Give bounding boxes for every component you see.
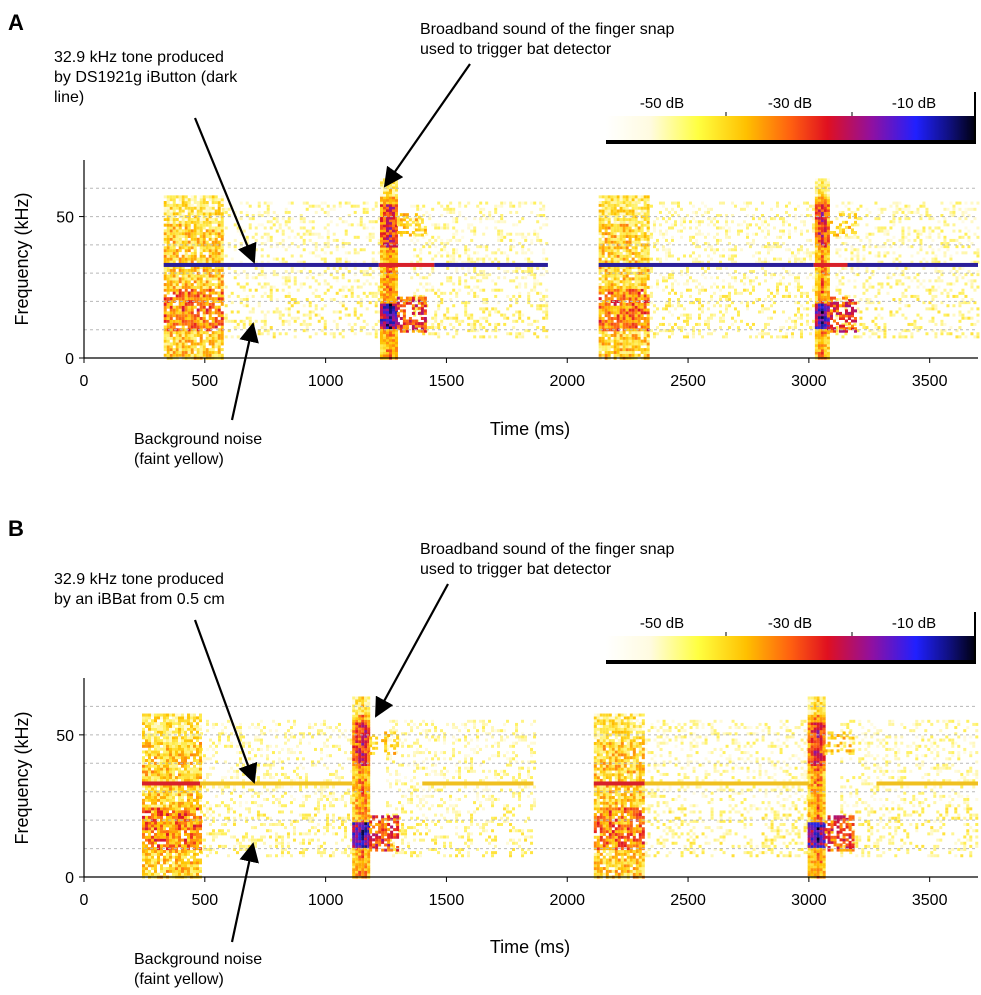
noise-block — [141, 713, 202, 879]
annotation-arrow — [230, 842, 259, 943]
annotation-text-line: Broadband sound of the finger snap — [420, 541, 675, 558]
faint-noise-region — [221, 201, 381, 339]
annotation-arrow — [375, 583, 449, 718]
colorbar-gradient — [606, 116, 975, 140]
spectrogram-area-b — [141, 696, 979, 879]
annotation-text-line: by an iBBat from 0.5 cm — [54, 591, 225, 608]
annotation-text-line: used to trigger bat detector — [420, 41, 612, 58]
annotation-arrow — [383, 63, 471, 188]
y-tick-label: 50 — [56, 728, 74, 745]
annotations-a: 32.9 kHz tone produced by DS1921g iButton… — [54, 21, 675, 468]
tone-line-segment — [593, 781, 645, 786]
colorbar-tick-label: -10 dB — [892, 95, 936, 112]
finger-snap — [807, 696, 855, 879]
annotation-tone: 32.9 kHz tone produced by DS1921g iButton… — [54, 49, 257, 264]
annotation-text-line: line) — [54, 89, 84, 106]
tone-line-segment — [199, 781, 353, 786]
faint-noise-region — [410, 201, 549, 339]
annotation-text-line: Background noise — [134, 431, 262, 448]
x-tick-label: 3000 — [791, 373, 827, 390]
x-tick-label: 3500 — [912, 373, 948, 390]
x-tick-label: 2000 — [549, 892, 585, 909]
tone-line-segment — [644, 781, 809, 786]
axes-b: 0 500 1000 1500 2000 2500 3000 3500 0 50 Time (ms)… — [12, 678, 978, 957]
x-tick-label: 2500 — [670, 892, 706, 909]
tone-line-segment — [813, 262, 848, 267]
x-tick-label: 3000 — [791, 892, 827, 909]
colorbar-tick-label: -50 dB — [640, 95, 684, 112]
annotation-snap: Broadband sound of the finger snap used t… — [383, 21, 675, 188]
annotation-text-line: 32.9 kHz tone produced — [54, 571, 224, 588]
finger-snap — [814, 178, 857, 360]
y-tick-label: 0 — [65, 870, 74, 887]
faint-noise-region — [840, 719, 979, 858]
x-tick-label: 0 — [80, 373, 89, 390]
x-tick-label: 2500 — [670, 373, 706, 390]
axes-a: 0 500 1000 1500 2000 2500 3000 3500 0 50 Time (ms)… — [12, 160, 978, 439]
colorbar-tick-label: -30 dB — [768, 95, 812, 112]
x-tick-label: 1000 — [308, 373, 344, 390]
colorbar-tick-label: -50 dB — [640, 615, 684, 632]
tone-line-segment — [876, 781, 978, 786]
colorbar-b: -50 dB -30 dB -10 dB — [606, 612, 976, 664]
spectrogram-area-a — [163, 178, 980, 360]
y-axis-title: Frequency (kHz) — [12, 192, 32, 325]
annotation-text-line: Background noise — [134, 951, 262, 968]
colorbar-a: -50 dB -30 dB -10 dB — [606, 92, 976, 144]
faint-noise-region — [199, 719, 353, 858]
faint-noise-region — [646, 201, 815, 339]
finger-snap — [352, 696, 400, 879]
annotation-snap: Broadband sound of the finger snap used t… — [375, 541, 675, 718]
finger-snap — [379, 178, 427, 360]
annotation-text-line: by DS1921g iButton (dark — [54, 69, 238, 86]
annotation-noise: Background noise (faint yellow) — [134, 322, 262, 468]
y-tick-label: 50 — [56, 210, 74, 227]
panel-b: B 0 500 1000 1500 2000 2500 3000 3500 0 50 Time (m… — [8, 516, 979, 988]
colorbar-tick-label: -10 dB — [892, 615, 936, 632]
x-tick-label: 1500 — [429, 373, 465, 390]
tone-line-segment — [163, 262, 379, 267]
annotation-noise: Background noise (faint yellow) — [134, 842, 262, 988]
noise-block — [593, 713, 645, 879]
tone-line-segment — [141, 781, 200, 786]
panel-label-a: A — [8, 10, 24, 35]
annotation-text-line: Broadband sound of the finger snap — [420, 21, 675, 38]
noise-block — [598, 195, 650, 360]
tone-line-segment — [598, 262, 814, 267]
noise-block — [163, 195, 224, 360]
annotation-arrow — [193, 619, 258, 784]
annotation-text-line: used to trigger bat detector — [420, 561, 612, 578]
x-tick-label: 3500 — [912, 892, 948, 909]
annotation-tone: 32.9 kHz tone produced by an iBBat from 0… — [54, 571, 258, 784]
faint-noise-region — [644, 719, 810, 858]
tone-line-segment — [378, 262, 435, 267]
x-tick-label: 1500 — [429, 892, 465, 909]
colorbar-tick-label: -30 dB — [768, 615, 812, 632]
faint-noise-region — [386, 719, 537, 858]
faint-noise-region — [835, 201, 980, 339]
tone-line-segment — [422, 781, 534, 786]
x-axis-title: Time (ms) — [490, 937, 570, 957]
colorbar-gradient — [606, 636, 975, 660]
y-tick-label: 0 — [65, 351, 74, 368]
x-axis-title: Time (ms) — [490, 419, 570, 439]
y-axis-title: Frequency (kHz) — [12, 711, 32, 844]
x-tick-label: 500 — [191, 892, 218, 909]
annotation-text-line: (faint yellow) — [134, 451, 224, 468]
x-tick-label: 1000 — [308, 892, 344, 909]
annotation-text-line: (faint yellow) — [134, 971, 224, 988]
annotations-b: 32.9 kHz tone produced by an iBBat from 0… — [54, 541, 675, 988]
annotation-arrow — [193, 117, 257, 264]
x-tick-label: 2000 — [549, 373, 585, 390]
x-tick-label: 0 — [80, 892, 89, 909]
tone-line-segment — [847, 262, 978, 267]
tone-line-segment — [434, 262, 548, 267]
annotation-text-line: 32.9 kHz tone produced — [54, 49, 224, 66]
panel-a: A 0 500 1000 1500 2000 2500 3000 3500 0 50 Time (m… — [8, 10, 980, 468]
annotation-arrow — [230, 322, 259, 421]
panel-label-b: B — [8, 516, 24, 541]
x-tick-label: 500 — [191, 373, 218, 390]
